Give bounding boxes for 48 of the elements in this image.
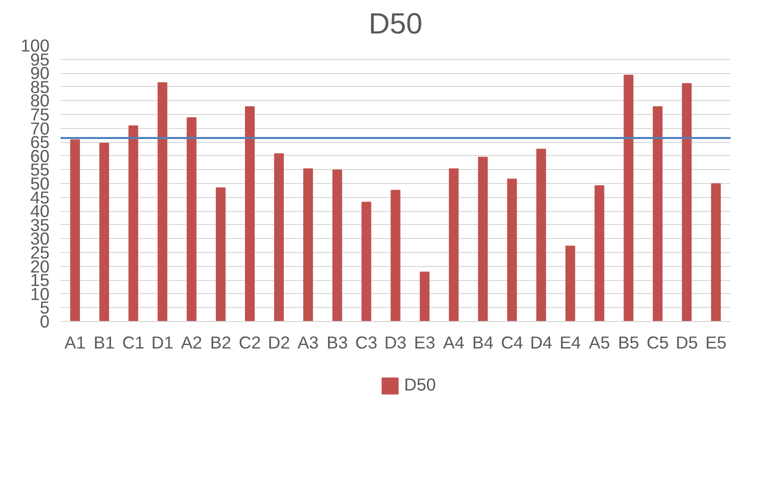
x-tick-label: C4 [500, 332, 524, 352]
bar [565, 246, 576, 322]
x-tick-label: B5 [618, 332, 640, 352]
bar [448, 168, 459, 322]
x-tick-label: E4 [560, 332, 582, 352]
bar [507, 178, 517, 322]
chart-title: D50 [368, 8, 422, 40]
bar [390, 190, 400, 322]
x-tick-label: D2 [268, 332, 290, 352]
bar [711, 183, 721, 322]
x-tick-label: D4 [530, 332, 553, 352]
x-tick-label: A2 [180, 332, 202, 352]
x-tick-label: C1 [122, 332, 144, 352]
x-tick-label: A5 [588, 332, 610, 352]
bar [332, 169, 342, 322]
bar [362, 202, 372, 322]
bar [624, 74, 634, 322]
x-tick-label: E5 [705, 332, 727, 352]
bar [158, 82, 168, 322]
x-tick-label: A3 [298, 332, 319, 352]
bar [186, 117, 196, 322]
bar [652, 106, 663, 322]
x-tick-label: B1 [94, 332, 115, 352]
x-tick-label: B4 [472, 332, 494, 352]
x-tick-label: B2 [210, 332, 232, 352]
legend-label: D50 [404, 374, 436, 396]
bar [244, 106, 255, 322]
bar [216, 187, 226, 322]
bar [536, 148, 546, 322]
x-tick-label: A1 [64, 332, 86, 352]
x-tick-label: E3 [414, 332, 436, 352]
x-tick-label: C3 [355, 332, 378, 352]
bar [70, 139, 80, 322]
bar [682, 83, 692, 322]
x-tick-label: B3 [326, 332, 348, 352]
bar [420, 272, 430, 322]
bar [303, 168, 313, 322]
bar [594, 185, 604, 322]
x-tick-label: D1 [151, 332, 174, 352]
bar [99, 142, 110, 322]
x-tick-label: C2 [238, 332, 261, 352]
bar [128, 125, 138, 322]
bar [274, 153, 284, 322]
x-tick-label: D5 [676, 332, 698, 352]
bar [478, 156, 488, 322]
x-tick-label: C5 [646, 332, 669, 352]
x-tick-label: A4 [443, 332, 465, 352]
x-tick-label: D3 [384, 332, 407, 352]
